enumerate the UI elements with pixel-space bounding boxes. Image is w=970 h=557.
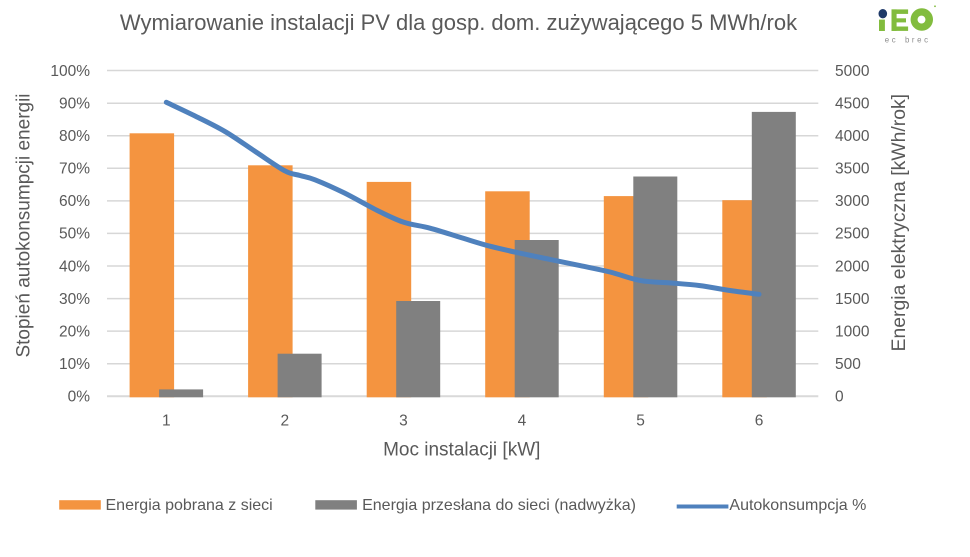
svg-text:1: 1: [162, 413, 171, 430]
svg-text:2: 2: [280, 413, 289, 430]
svg-text:3: 3: [399, 413, 408, 430]
svg-text:Moc instalacji [kW]: Moc instalacji [kW]: [383, 440, 540, 461]
svg-text:6: 6: [755, 413, 764, 430]
svg-text:Wymiarowanie instalacji PV dla: Wymiarowanie instalacji PV dla gosp. dom…: [120, 10, 798, 35]
svg-text:Autokonsumpcja %: Autokonsumpcja %: [729, 497, 866, 514]
svg-text:2500: 2500: [835, 226, 870, 243]
svg-text:70%: 70%: [59, 161, 90, 178]
svg-text:50%: 50%: [59, 226, 90, 243]
svg-text:0: 0: [835, 389, 844, 406]
svg-text:60%: 60%: [59, 193, 90, 210]
svg-text:2000: 2000: [835, 258, 870, 275]
svg-text:5000: 5000: [835, 63, 870, 80]
svg-text:20%: 20%: [59, 323, 90, 340]
svg-text:1500: 1500: [835, 291, 870, 308]
svg-text:0%: 0%: [68, 389, 91, 406]
svg-text:5: 5: [636, 413, 645, 430]
svg-text:80%: 80%: [59, 128, 90, 145]
svg-text:Energia przesłana do sieci (na: Energia przesłana do sieci (nadwyżka): [362, 497, 636, 514]
svg-text:Stopień autokonsumpcji energii: Stopień autokonsumpcji energii: [13, 93, 34, 357]
svg-text:Energia elektryczna [kWh/rok]: Energia elektryczna [kWh/rok]: [888, 94, 910, 352]
svg-text:3500: 3500: [835, 161, 870, 178]
svg-text:30%: 30%: [59, 291, 90, 308]
svg-text:500: 500: [835, 356, 861, 373]
svg-text:4500: 4500: [835, 96, 870, 113]
svg-text:1000: 1000: [835, 323, 870, 340]
svg-text:100%: 100%: [50, 63, 90, 80]
svg-text:40%: 40%: [59, 258, 90, 275]
svg-text:90%: 90%: [59, 96, 90, 113]
svg-text:4000: 4000: [835, 128, 870, 145]
svg-text:10%: 10%: [59, 356, 90, 373]
svg-text:ec brec: ec brec: [885, 35, 931, 44]
svg-text:Energia pobrana z sieci: Energia pobrana z sieci: [106, 497, 273, 514]
svg-text:4: 4: [518, 413, 527, 430]
svg-text:3000: 3000: [835, 193, 870, 210]
